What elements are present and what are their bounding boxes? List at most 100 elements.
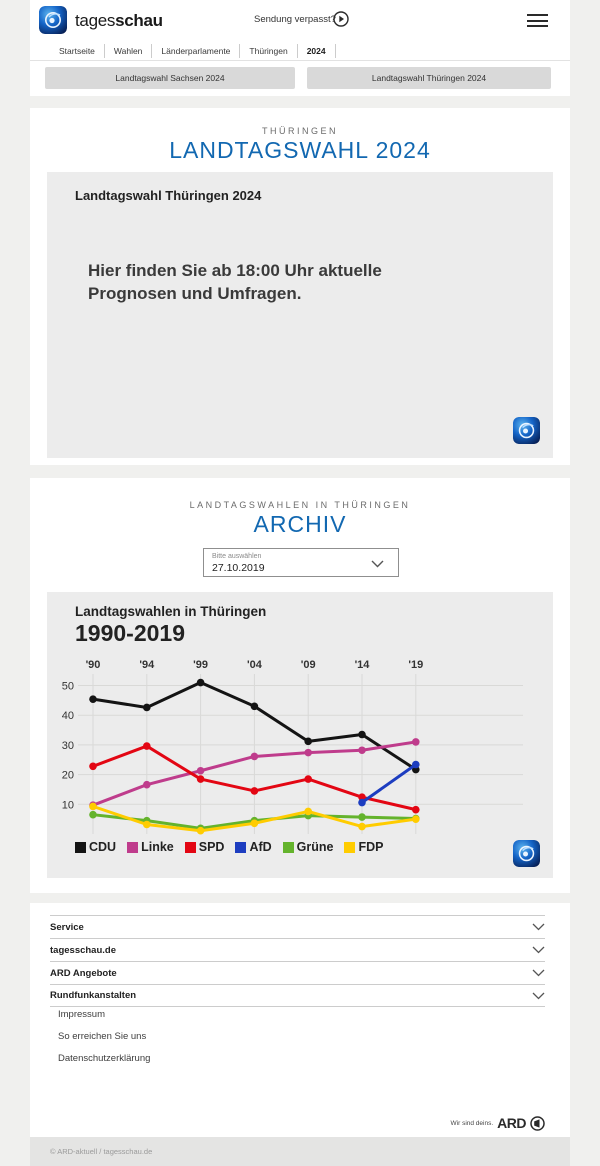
- legend-swatch: [344, 841, 356, 853]
- section-kicker: THÜRINGEN: [262, 126, 338, 136]
- data-point-FDP: [143, 820, 151, 829]
- ard-wordmark: ARD: [497, 1115, 526, 1131]
- data-point-FDP: [412, 815, 420, 823]
- breadcrumb: Startseite Wahlen Länderparlamente Thüri…: [50, 44, 336, 58]
- data-point-CDU: [143, 703, 151, 712]
- button-landtagswahl-sachsen[interactable]: Landtagswahl Sachsen 2024: [45, 67, 295, 89]
- y-tick-label: 20: [62, 770, 74, 782]
- chevron-down-icon: [532, 923, 545, 931]
- footer-accordions: Service tagesschau.de ARD Angebote Rundf…: [50, 915, 545, 1007]
- link-impressum[interactable]: Impressum: [58, 1009, 105, 1020]
- ard-one-icon: [530, 1115, 545, 1131]
- header: tagesschau Sendung verpasst? Startseite …: [30, 0, 570, 96]
- legend-swatch: [75, 841, 86, 853]
- data-point-Linke: [196, 766, 205, 775]
- sendung-verpasst-link[interactable]: Sendung verpasst?: [254, 14, 336, 25]
- brand-wordmark[interactable]: tagesschau: [75, 11, 163, 31]
- data-point-SPD: [304, 775, 313, 783]
- dropdown-label: Bitte auswählen: [212, 553, 262, 560]
- legend-item-FDP: FDP: [344, 840, 383, 854]
- y-tick-label: 40: [62, 710, 74, 722]
- legend-swatch: [184, 841, 196, 853]
- data-point-Linke: [358, 746, 366, 755]
- footer: Service tagesschau.de ARD Angebote Rundf…: [30, 903, 570, 1137]
- data-point-Linke: [304, 748, 313, 757]
- link-kontakt[interactable]: So erreichen Sie uns: [58, 1031, 147, 1042]
- nav-item-2024[interactable]: 2024: [298, 44, 336, 58]
- data-point-Grüne: [89, 810, 97, 819]
- accordion-label: Service: [50, 921, 84, 933]
- legend-item-SPD: SPD: [184, 840, 224, 854]
- chart-legend: CDU Linke SPD AfD Grüne FDP: [75, 840, 383, 854]
- chevron-down-icon: [532, 969, 545, 977]
- teaser-message: Hier finden Sie ab 18:00 Uhr aktuelle Pr…: [88, 261, 382, 303]
- data-point-Grüne: [358, 813, 366, 821]
- data-point-SPD: [143, 742, 151, 750]
- teaser-card: Landtagswahl Thüringen 2024 Hier finden …: [47, 172, 553, 458]
- archive-title: ARCHIV: [253, 511, 347, 537]
- data-point-Linke: [250, 752, 259, 761]
- nav-item-laenderparlamente[interactable]: Länderparlamente: [152, 44, 241, 58]
- data-point-CDU: [358, 730, 366, 739]
- x-tick-label: '09: [301, 659, 316, 671]
- x-tick-label: '90: [86, 659, 101, 671]
- play-icon[interactable]: [333, 11, 349, 27]
- brand-regular: tages: [75, 11, 116, 30]
- header-divider: [30, 60, 570, 61]
- accordion-label: Rundfunkanstalten: [50, 990, 137, 1001]
- legend-item-AfD: AfD: [235, 840, 272, 854]
- data-point-FDP: [304, 807, 313, 816]
- page-title: LANDTAGSWAHL 2024: [169, 137, 431, 163]
- nav-item-thueringen[interactable]: Thüringen: [240, 44, 298, 58]
- ard-logo: Wir sind deins. ARD: [451, 1115, 545, 1131]
- y-tick-label: 10: [62, 799, 74, 811]
- nav-item-wahlen[interactable]: Wahlen: [105, 44, 153, 58]
- tagesschau-logo-icon: [513, 840, 540, 867]
- legend-label: Linke: [141, 840, 174, 854]
- series-line-AfD: [360, 763, 418, 805]
- x-tick-label: '19: [408, 659, 423, 671]
- archive-section: LANDTAGSWAHLEN IN THÜRINGEN ARCHIV Bitte…: [30, 478, 570, 893]
- accordion-tagesschau-de[interactable]: tagesschau.de: [50, 938, 545, 961]
- data-point-Linke: [143, 780, 151, 789]
- accordion-ard-angebote[interactable]: ARD Angebote: [50, 961, 545, 984]
- data-point-SPD: [358, 793, 366, 801]
- data-point-AfD: [412, 760, 420, 769]
- legend-item-CDU: CDU: [75, 840, 116, 854]
- legend-item-Linke: Linke: [127, 840, 174, 854]
- archive-date-dropdown[interactable]: Bitte auswählen 27.10.2019: [203, 548, 399, 577]
- accordion-label: tagesschau.de: [50, 944, 116, 956]
- accordion-rundfunkanstalten[interactable]: Rundfunkanstalten: [50, 984, 545, 1007]
- data-point-Linke: [412, 738, 420, 746]
- main-section: THÜRINGEN LANDTAGSWAHL 2024 Landtagswahl…: [30, 108, 570, 465]
- accordion-service[interactable]: Service: [50, 915, 545, 938]
- data-point-FDP: [358, 822, 366, 831]
- legend-item-Grüne: Grüne: [282, 840, 333, 854]
- legend-label: CDU: [89, 840, 117, 854]
- teaser-card-title: Landtagswahl Thüringen 2024: [75, 188, 262, 203]
- archive-kicker: LANDTAGSWAHLEN IN THÜRINGEN: [189, 500, 411, 510]
- link-datenschutz[interactable]: Datenschutzerklärung: [58, 1053, 151, 1064]
- copyright-bar: © ARD-aktuell / tagesschau.de: [30, 1137, 570, 1166]
- legend-label: FDP: [358, 840, 384, 854]
- legend-label: AfD: [249, 840, 272, 854]
- x-tick-label: '99: [193, 659, 208, 671]
- data-point-SPD: [196, 775, 205, 783]
- chart-card: Landtagswahlen in Thüringen 1990-2019 '9…: [47, 592, 553, 878]
- button-landtagswahl-thueringen[interactable]: Landtagswahl Thüringen 2024: [307, 67, 551, 89]
- x-tick-label: '94: [139, 659, 155, 671]
- accordion-label: ARD Angebote: [50, 967, 117, 979]
- x-tick-label: '14: [355, 659, 371, 671]
- hamburger-menu-icon[interactable]: [527, 14, 548, 27]
- legend-swatch: [282, 841, 294, 853]
- chevron-down-icon: [371, 560, 384, 568]
- chart-subtitle: 1990-2019: [75, 620, 185, 646]
- tagesschau-logo-icon[interactable]: [39, 6, 67, 34]
- nav-item-startseite[interactable]: Startseite: [50, 44, 105, 58]
- brand-bold: schau: [115, 11, 163, 30]
- chevron-down-icon: [532, 992, 545, 999]
- data-point-FDP: [250, 819, 259, 828]
- data-point-SPD: [89, 762, 97, 771]
- copyright-text: © ARD-aktuell / tagesschau.de: [50, 1147, 153, 1156]
- tagesschau-logo-icon: [513, 417, 540, 444]
